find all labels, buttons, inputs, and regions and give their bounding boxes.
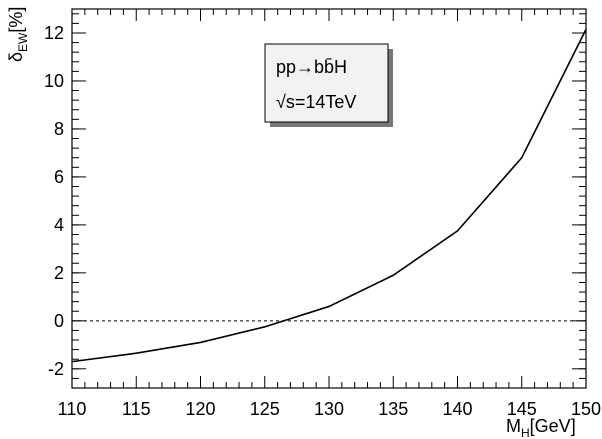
y-tick-label: 10 (44, 71, 64, 91)
x-tick-label: 135 (378, 399, 408, 419)
annotation-process: pp→bb̄H (276, 57, 347, 77)
x-tick-label: 110 (58, 399, 87, 419)
y-tick-label: -2 (48, 359, 64, 379)
x-tick-label: 125 (250, 399, 280, 419)
x-tick-label: 140 (442, 399, 472, 419)
y-tick-label: 6 (54, 167, 64, 187)
y-tick-label: 8 (54, 119, 64, 139)
x-axis: 110 115 120 125 130 135 140 145 150 (58, 9, 601, 419)
annotation-energy: √s=14TeV (276, 92, 356, 112)
x-tick-label: 120 (185, 399, 215, 419)
x-axis-title: MH[GeV] (506, 416, 576, 439)
y-axis-title: δEW[%] (6, 7, 30, 62)
y-tick-label: 4 (54, 215, 64, 235)
series-line (71, 29, 587, 363)
x-tick-label: 115 (122, 399, 151, 419)
y-tick-label: 2 (54, 263, 64, 283)
x-tick-label: 150 (571, 399, 601, 419)
annotation-box: pp→bb̄H √s=14TeV (264, 43, 393, 127)
y-axis: -2 0 2 4 6 8 10 12 (44, 13, 586, 379)
x-tick-label: 130 (314, 399, 344, 419)
y-tick-label: 0 (54, 311, 64, 331)
y-tick-label: 12 (44, 23, 64, 43)
x-tick-label: 145 (507, 399, 537, 419)
